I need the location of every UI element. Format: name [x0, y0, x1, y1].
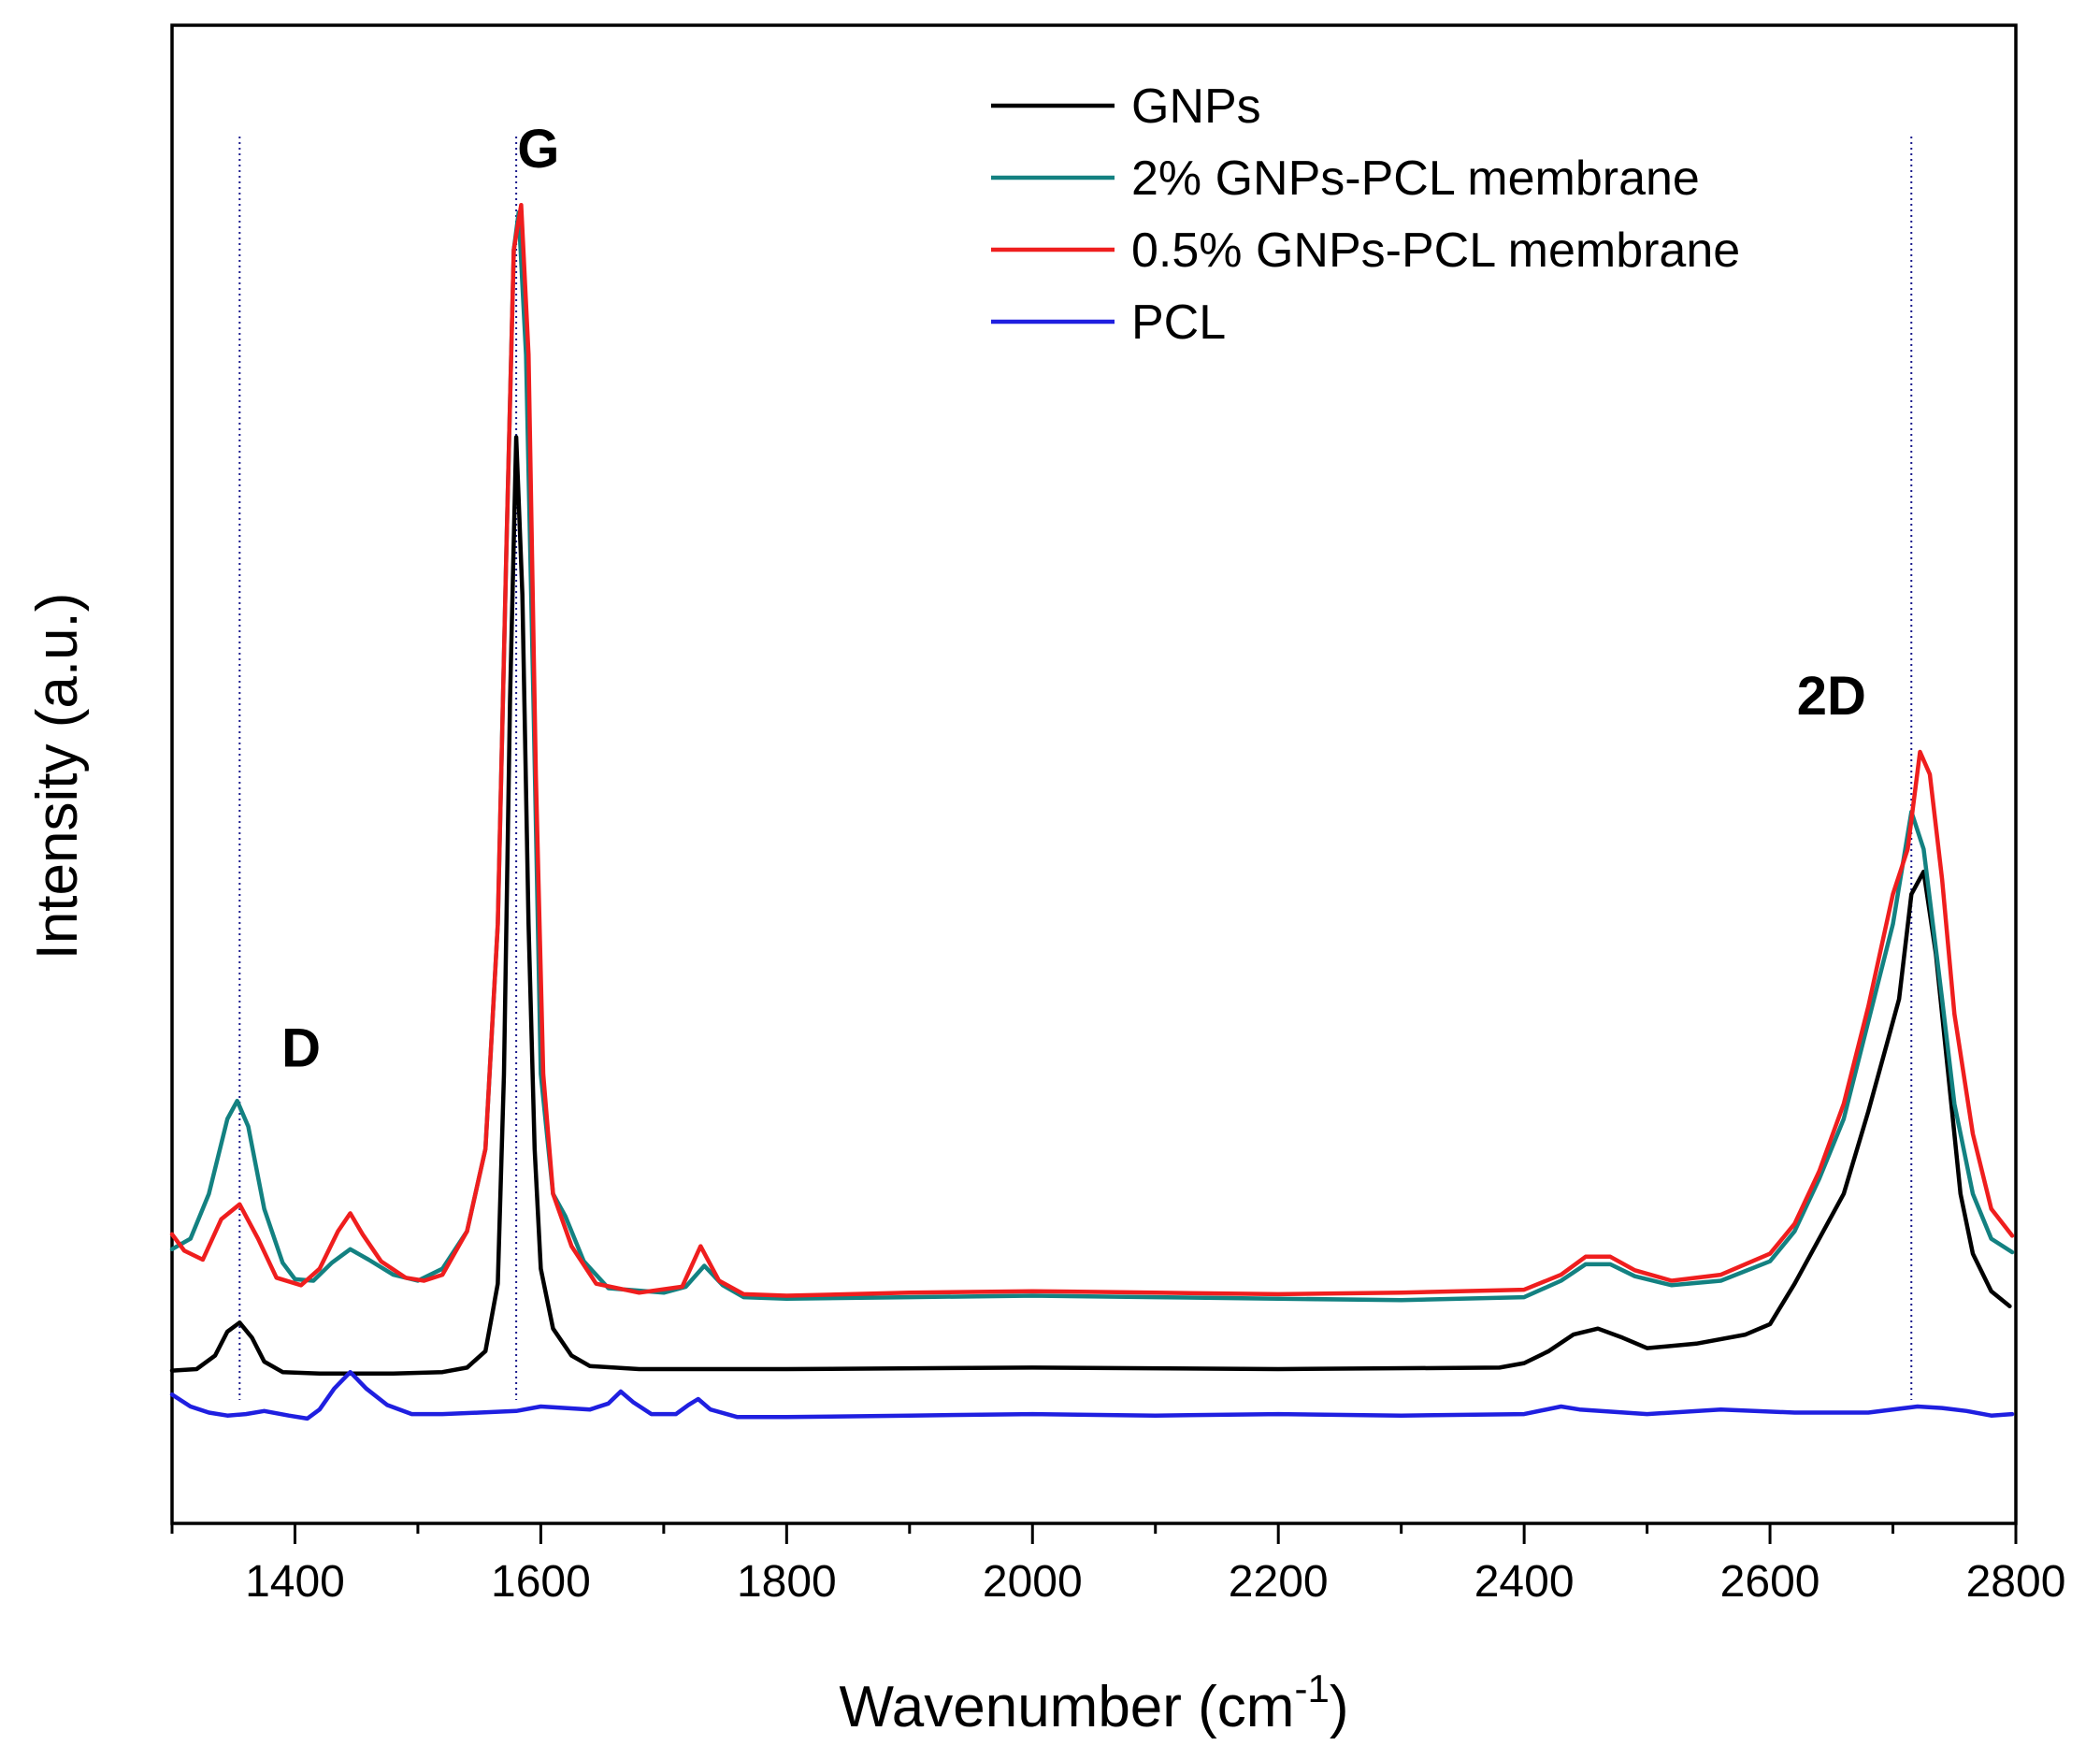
legend: GNPs 2% GNPs-PCL membrane 0.5% GNPs-PCL me…	[991, 79, 1740, 350]
x-axis-title: Wavenumber (cm-1)	[840, 1666, 1349, 1739]
reference-lines	[238, 137, 1913, 1400]
y-axis-title: Intensity (a.u.)	[25, 593, 90, 960]
x-tick-label-4: 2200	[1229, 1557, 1329, 1607]
series-line-2	[169, 202, 2015, 1298]
peak-label-d: D	[281, 1017, 321, 1078]
x-tick-label-7: 2800	[1966, 1557, 2066, 1607]
peak-label-2d: 2D	[1797, 666, 1866, 727]
series-line-0	[169, 435, 2012, 1377]
x-tick-label-2: 1800	[737, 1557, 837, 1607]
plot-area-frame	[170, 23, 2018, 1525]
x-tick-label-5: 2400	[1474, 1557, 1575, 1607]
x-tick-label-0: 1400	[245, 1557, 345, 1607]
series-line-1	[169, 210, 2015, 1303]
x-tick-label-1: 1600	[491, 1557, 591, 1607]
series-layer	[169, 202, 2015, 1421]
x-tick-label-6: 2600	[1720, 1557, 1820, 1607]
x-tick-label-3: 2000	[983, 1557, 1083, 1607]
legend-label-0: GNPs	[1131, 79, 1261, 134]
legend-label-3: PCL	[1131, 296, 1226, 350]
x-axis-title-close: )	[1330, 1675, 1349, 1739]
x-axis-ticks: 1400 1600 1800 2000 2200 2400 2600 2800	[170, 1523, 2066, 1607]
peak-labels: D G 2D	[281, 119, 1866, 1078]
series-line-3	[169, 1369, 2015, 1421]
legend-label-1: 2% GNPs-PCL membrane	[1131, 151, 1700, 206]
peak-label-g: G	[517, 119, 559, 180]
x-axis-title-superscript: -1	[1294, 1666, 1329, 1710]
legend-label-2: 0.5% GNPs-PCL membrane	[1131, 224, 1740, 278]
